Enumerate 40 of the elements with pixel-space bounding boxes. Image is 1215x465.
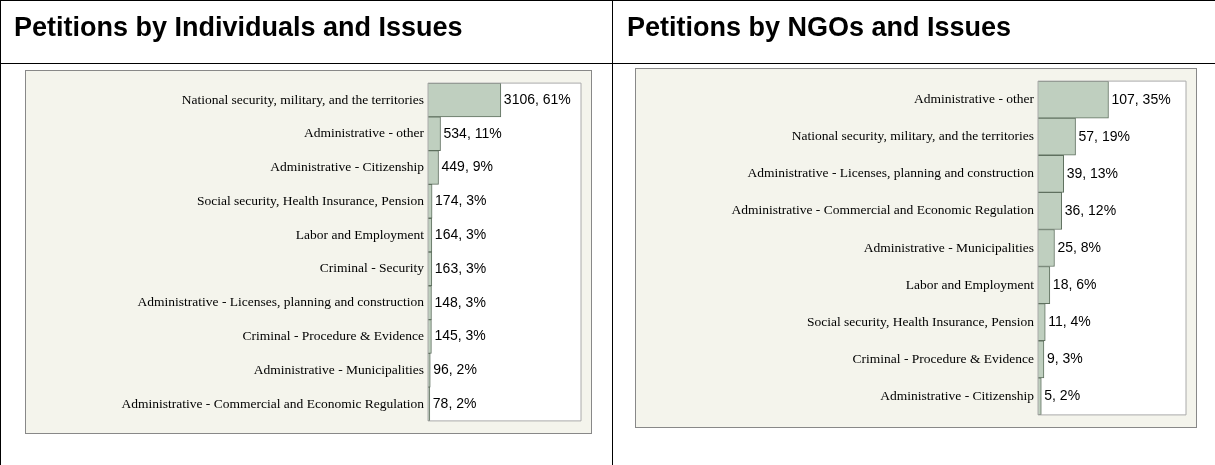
data-label: 36, 12% xyxy=(1064,201,1117,218)
y-tick-label: Social security, Health Insurance, Pension xyxy=(806,313,1035,329)
y-tick-label: Labor and Employment xyxy=(905,276,1035,292)
data-label: 25, 8% xyxy=(1057,238,1102,255)
data-label: 145, 3% xyxy=(434,327,486,344)
y-tick-label: Criminal - Security xyxy=(319,260,425,276)
data-label: 107, 35% xyxy=(1111,90,1171,107)
y-tick-label: Administrative - Citizenship xyxy=(270,159,425,175)
y-tick-label: Administrative - other xyxy=(304,125,425,141)
y-tick-label: Labor and Employment xyxy=(295,226,425,242)
data-label: 164, 3% xyxy=(434,225,487,242)
y-tick-label: Administrative - Citizenship xyxy=(880,387,1035,403)
data-label: 174, 3% xyxy=(435,192,487,209)
y-tick-label: Social security, Health Insurance, Pension xyxy=(196,192,425,208)
data-label: 78, 2% xyxy=(432,394,477,411)
data-label: 96, 2% xyxy=(433,361,477,378)
data-label: 449, 9% xyxy=(441,158,493,175)
y-tick-label: National security, military, and the territories xyxy=(791,128,1034,144)
data-label: 163, 3% xyxy=(434,259,487,276)
y-tick-label: Administrative - Municipalities xyxy=(863,239,1034,255)
y-tick-label: Administrative - Commercial and Economic Regulation xyxy=(121,395,425,411)
data-label: 39, 13% xyxy=(1066,164,1119,181)
data-label: 18, 6% xyxy=(1052,275,1097,292)
data-label: 11, 4% xyxy=(1048,313,1091,330)
y-tick-label: Administrative - Licenses, planning and construction xyxy=(747,165,1035,181)
y-tick-label: Administrative - Licenses, planning and construction xyxy=(137,294,425,310)
y-tick-label: National security, military, and the territories xyxy=(181,91,424,107)
y-tick-label: Administrative - Commercial and Economic Regulation xyxy=(731,202,1035,218)
text: Petitions by NGOs and Issues xyxy=(627,12,1012,43)
y-tick-label: Administrative - other xyxy=(914,91,1035,107)
data-label: 3106, 61% xyxy=(503,90,571,107)
y-tick-label: Criminal - Procedure & Evidence xyxy=(852,350,1034,366)
y-tick-label: Administrative - Municipalities xyxy=(253,361,424,377)
data-label: 534, 11% xyxy=(443,124,502,141)
data-label: 148, 3% xyxy=(434,293,486,310)
chart-title: Petitions by Individuals and Issues xyxy=(14,12,463,43)
y-tick-label: Criminal - Procedure & Evidence xyxy=(242,328,424,343)
data-label: 57, 19% xyxy=(1078,127,1130,144)
data-label: 5, 2% xyxy=(1044,387,1081,404)
data-label: 9, 3% xyxy=(1046,350,1083,367)
